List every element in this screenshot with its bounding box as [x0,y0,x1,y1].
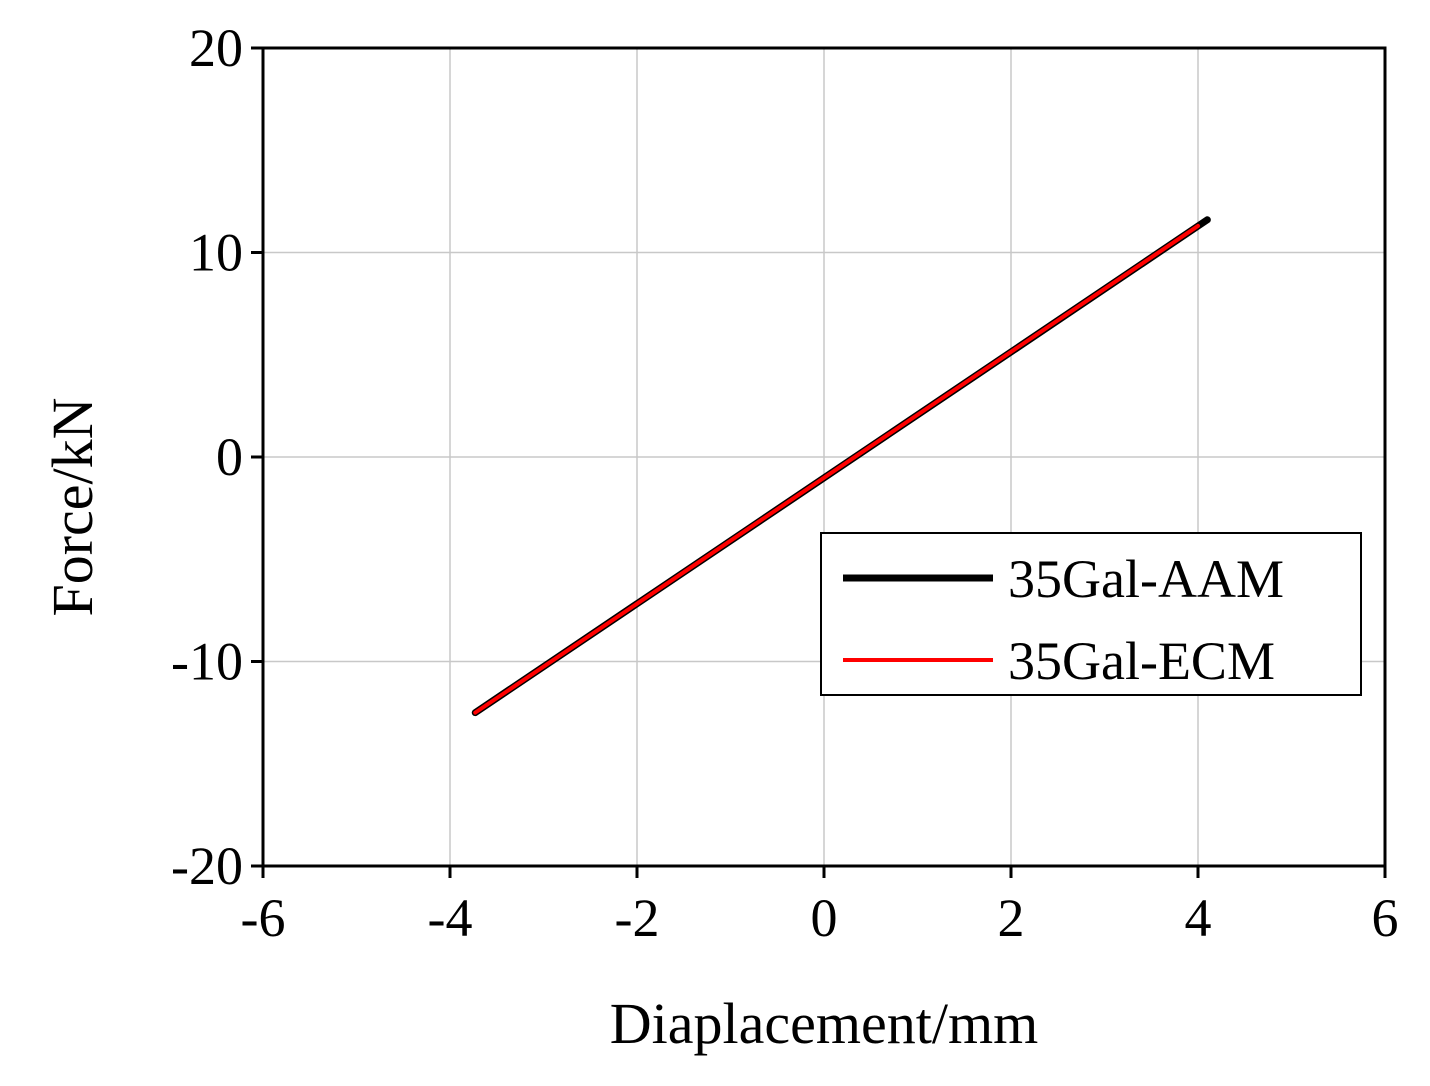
legend-box [820,532,1362,696]
x-tick-label: 4 [1185,888,1212,948]
legend-label-35gal-ecm: 35Gal-ECM [1008,631,1275,691]
y-tick-label: 0 [216,427,243,487]
series-line-35gal-ecm [473,223,1200,715]
x-tick-label: 2 [998,888,1025,948]
grid [263,48,1385,866]
y-axis-title: Force/kN [40,397,105,616]
y-axis: -20 -10 0 10 20 [171,18,263,896]
y-tick-label: -20 [171,836,243,896]
legend-label-35gal-aam: 35Gal-AAM [1008,549,1284,609]
x-axis-title: Diaplacement/mm [610,991,1038,1056]
y-tick-label: -10 [171,632,243,692]
series-layer [471,216,1211,717]
x-tick-label: -2 [615,888,660,948]
x-tick-label: -4 [428,888,473,948]
y-tick-label: 10 [189,223,243,283]
x-tick-label: -6 [241,888,286,948]
legend: 35Gal-AAM 35Gal-ECM [820,532,1362,696]
x-tick-label: 6 [1372,888,1399,948]
x-axis: -6 -4 -2 0 2 4 6 [241,866,1399,948]
x-tick-label: 0 [811,888,838,948]
y-tick-label: 20 [189,18,243,78]
